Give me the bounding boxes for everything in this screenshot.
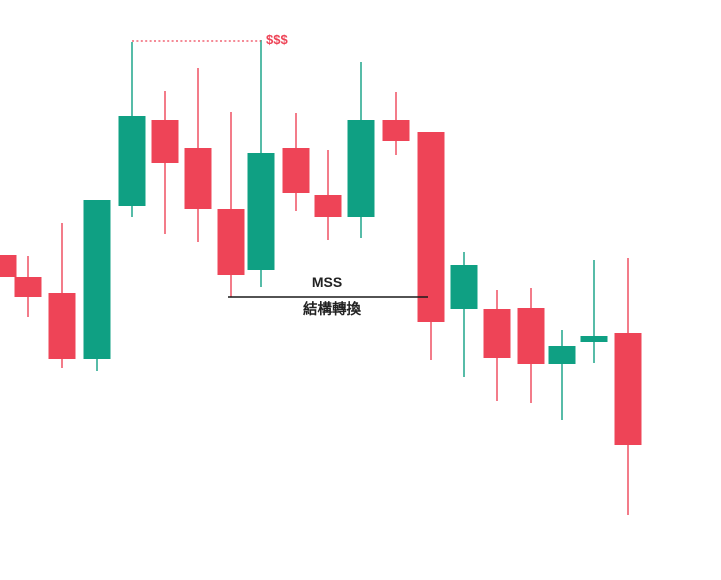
svg-text:MSS: MSS [312,274,342,290]
svg-text:結構轉換: 結構轉換 [303,300,361,318]
svg-text:$$$: $$$ [266,32,288,47]
